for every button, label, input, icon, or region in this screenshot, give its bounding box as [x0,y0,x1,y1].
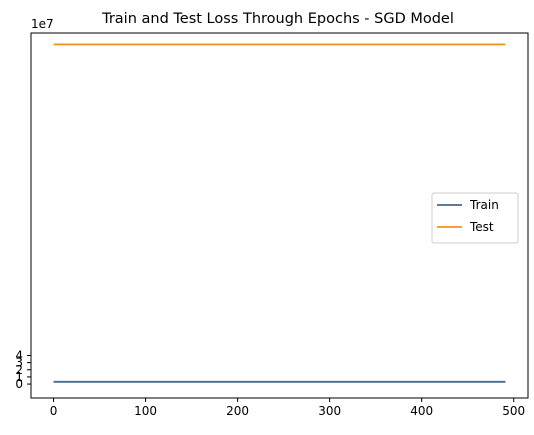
x-tick-label-100: 100 [134,404,157,418]
x-axis: 0 100 200 300 400 500 [50,398,525,418]
y-tick-label-2: 2 [15,363,23,377]
legend-label-train: Train [469,198,499,212]
y-tick-label-3: 3 [15,356,23,370]
x-tick-label-500: 500 [502,404,525,418]
chart-title: Train and Test Loss Through Epochs - SGD… [101,11,454,27]
x-tick-label-200: 200 [226,404,249,418]
legend: Train Test [431,192,519,244]
x-tick-label-300: 300 [318,404,341,418]
x-tick-label-0: 0 [50,404,58,418]
plot-area [30,32,529,399]
legend-label-test: Test [469,220,494,234]
y-tick-label-1: 1 [15,370,23,384]
y-tick-label-4: 4 [15,349,23,363]
series-layer [53,43,506,383]
y-axis-scale-label: 1e7 [31,17,54,31]
y-tick-label-0: 0 [15,377,23,391]
x-tick-label-400: 400 [410,404,433,418]
